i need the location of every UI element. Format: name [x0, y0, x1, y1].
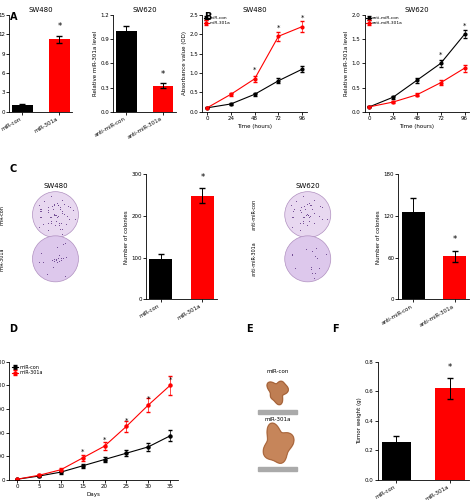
Bar	[49, 40, 70, 112]
Title: SW620: SW620	[295, 183, 320, 189]
Legend: miR-con, miR-301a: miR-con, miR-301a	[203, 16, 231, 26]
Text: anti-miR-con: anti-miR-con	[252, 199, 257, 230]
Title: SW620: SW620	[133, 7, 157, 13]
Text: *: *	[168, 376, 172, 382]
Polygon shape	[263, 423, 294, 464]
Circle shape	[285, 236, 331, 282]
Title: SW480: SW480	[242, 7, 267, 13]
Bar	[116, 31, 137, 112]
Polygon shape	[267, 381, 288, 404]
Title: SW620: SW620	[405, 7, 429, 13]
Text: *: *	[277, 24, 280, 30]
Legend: anti-miR-con, anti-miR-301a: anti-miR-con, anti-miR-301a	[365, 16, 403, 26]
Text: C: C	[9, 164, 17, 174]
Text: miR-301a: miR-301a	[264, 418, 291, 422]
Title: SW480: SW480	[43, 183, 68, 189]
Bar	[401, 212, 425, 300]
Text: miR-con: miR-con	[0, 204, 5, 225]
Text: B: B	[204, 12, 211, 22]
Bar	[382, 442, 411, 480]
X-axis label: Time (hours): Time (hours)	[237, 124, 272, 128]
Text: F: F	[332, 324, 338, 334]
X-axis label: Days: Days	[87, 492, 100, 497]
Text: *: *	[125, 418, 128, 424]
Bar	[153, 86, 173, 112]
Text: *: *	[463, 22, 466, 28]
Text: *: *	[161, 70, 165, 78]
Text: *: *	[448, 363, 452, 372]
Y-axis label: Number of colonies: Number of colonies	[376, 210, 381, 264]
Text: *: *	[301, 15, 304, 21]
Bar	[12, 106, 33, 112]
X-axis label: Time (hours): Time (hours)	[400, 124, 435, 128]
Text: anti-miR-301a: anti-miR-301a	[252, 242, 257, 276]
Bar	[149, 259, 172, 300]
Text: miR-con: miR-con	[266, 369, 289, 374]
Title: SW480: SW480	[28, 7, 53, 13]
Legend: miR-con, miR-301a: miR-con, miR-301a	[12, 364, 43, 376]
Text: *: *	[57, 22, 62, 31]
Bar	[191, 196, 214, 300]
Bar	[443, 256, 466, 300]
Y-axis label: Number of colonies: Number of colonies	[124, 210, 129, 264]
Text: *: *	[439, 52, 442, 58]
Circle shape	[285, 192, 331, 238]
Y-axis label: Absorbance value (OD): Absorbance value (OD)	[182, 32, 187, 96]
Text: *: *	[253, 67, 256, 73]
Text: *: *	[146, 396, 150, 402]
Text: E: E	[246, 324, 253, 334]
Bar	[258, 467, 297, 470]
Text: *: *	[453, 236, 457, 244]
Text: miR-301a: miR-301a	[0, 247, 5, 270]
Circle shape	[33, 236, 79, 282]
Y-axis label: Tumor weight (g): Tumor weight (g)	[357, 398, 362, 444]
Bar	[258, 410, 297, 414]
Text: *: *	[200, 173, 204, 182]
Circle shape	[33, 192, 79, 238]
Y-axis label: Relative miR-301a level: Relative miR-301a level	[344, 31, 349, 96]
Text: D: D	[9, 324, 18, 334]
Text: A: A	[9, 12, 17, 22]
Text: *: *	[81, 449, 84, 455]
Y-axis label: Relative miR-301a level: Relative miR-301a level	[92, 31, 98, 96]
Text: *: *	[103, 437, 106, 443]
Bar	[436, 388, 465, 480]
